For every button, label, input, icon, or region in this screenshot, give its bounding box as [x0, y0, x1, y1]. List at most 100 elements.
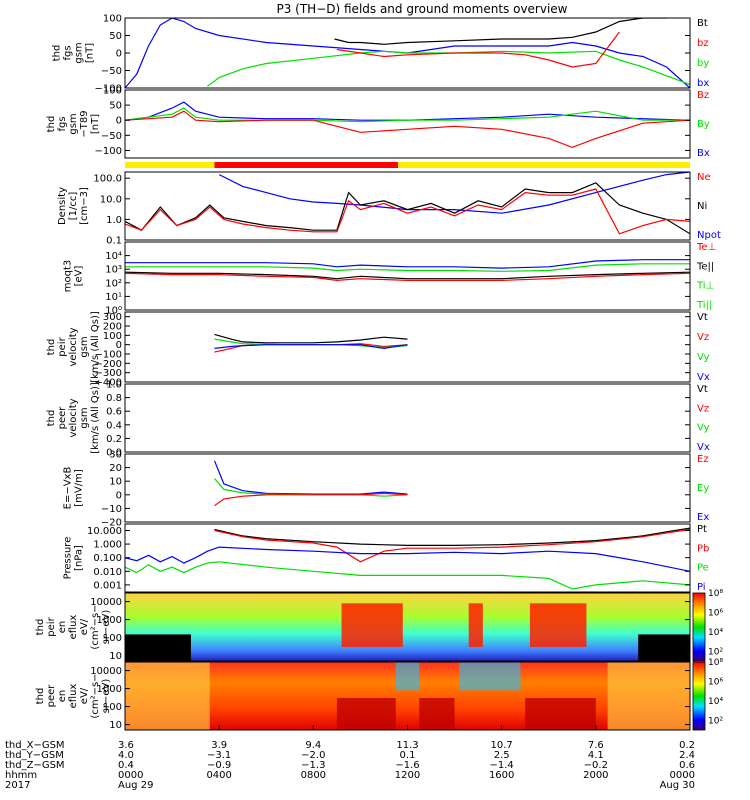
legend-entry: bz: [697, 38, 709, 49]
x-tick-label: 2.4: [679, 750, 695, 761]
panel-frame: [124, 171, 691, 241]
y-axis-label-line: thd: [46, 410, 57, 427]
y-axis-label-line: [km/s (All Qs)]: [90, 311, 101, 383]
series-line-Bx: [125, 101, 690, 121]
legend-entry: Pb: [697, 543, 709, 554]
series-line-Bz: [125, 110, 690, 149]
y-tick-label: 0.6: [106, 407, 122, 418]
legend-entry: Vy: [697, 423, 710, 434]
x-tick-label: 0.1: [400, 750, 416, 761]
colorbar-tick-label: 10⁶: [708, 677, 723, 687]
y-tick-label: 10³: [105, 265, 122, 276]
series-line-bz: [336, 31, 620, 68]
panel-fgs_dip: 100 50 0 −50 −100 thd fgs gsm −T89 [nT] Bz By Bx: [46, 86, 710, 160]
panel-fgs: 100 50 0 −50 −100 thd fgs gsm [nT] Bt bz by bx: [52, 14, 710, 95]
y-tick-label: 0: [116, 340, 122, 351]
y-tick-label: −100: [95, 146, 122, 157]
x-tick-label: −1.4: [490, 760, 514, 771]
spectrogram-cool-band-1: [607, 662, 690, 730]
y-tick-label: 50: [109, 101, 122, 112]
y-tick-label: 0.8: [106, 393, 122, 404]
y-tick-label: 10⁴: [105, 251, 122, 262]
y-axis-label: thd peir en eflux eV/(cm²−s− sr−eV): [35, 604, 112, 649]
time-axis-row-label: thd_Y−GSM: [5, 750, 64, 761]
series-line-Npot: [218, 172, 690, 214]
legend-entry: Ti||: [696, 300, 712, 311]
panel-peir_spec: 10⁸ 10⁶ 10⁴ 10² 10000 1000 100 10 thd peir en eflux…: [35, 589, 723, 662]
series-line-Ti⊥: [125, 259, 690, 269]
bar-strip-segment: [398, 162, 690, 168]
legend-entry: Npot: [697, 230, 721, 241]
legend-entry: By: [697, 119, 710, 130]
legend-entry: Ez: [697, 454, 709, 465]
colorbar-scale: [692, 592, 706, 662]
y-tick-label: 1.000: [93, 540, 122, 551]
panel-frame: [124, 592, 691, 662]
y-axis-label-line: (cm²−s−: [90, 673, 101, 718]
y-tick-label: −10: [101, 504, 122, 515]
colorbar-tick-label: 10²: [708, 647, 723, 657]
spectrogram-hot-band-0: [341, 603, 403, 647]
series-line-Te||: [125, 271, 690, 280]
colorbar-tick-label: 10²: [708, 716, 723, 726]
y-axis-label-line: velocity: [68, 398, 79, 437]
y-axis-label-line: sr−eV): [101, 679, 112, 714]
series-line-Pe: [125, 561, 690, 590]
y-tick-label: 100: [103, 331, 122, 342]
series-group: [213, 460, 408, 507]
panel-peer_spec: 10⁸ 10⁶ 10⁴ 10² 10000 1000 100 10 thd peer en eflux…: [35, 658, 723, 731]
colorbar: 10⁸ 10⁶ 10⁴ 10²: [692, 589, 723, 662]
panel-efield: 30 20 10 0 −10 −20 E=−VxB [mV/m] Ez Ey Ex: [63, 450, 710, 529]
y-axis-label-line: thd: [46, 339, 57, 356]
chart-title: P3 (TH−D) fields and ground moments over…: [276, 2, 567, 16]
x-tick-label: −1.3: [301, 760, 325, 771]
y-axis-label-line: thd: [52, 45, 63, 62]
colorbar-tick-label: 10⁶: [708, 608, 723, 618]
y-axis-label-line: [1/cc]: [68, 192, 79, 221]
y-tick-label: 30: [109, 450, 122, 461]
x-tick-label: 3.6: [118, 740, 134, 751]
series-group: [125, 172, 690, 235]
y-axis-label-line: Pressure: [63, 537, 74, 580]
bar-strip: [125, 162, 690, 168]
y-axis-label-line: (cm²−s−: [90, 604, 101, 649]
series-line-By: [125, 107, 690, 123]
colorbar: 10⁸ 10⁶ 10⁴ 10²: [692, 658, 723, 731]
legend-entry: Te⊥: [696, 242, 716, 253]
x-tick-label: 0800: [301, 770, 326, 781]
x-tick-label: −0.2: [584, 760, 608, 771]
y-tick-label: 0.1: [106, 236, 122, 247]
y-axis-label-line: Density: [57, 187, 68, 225]
panel-temperature: 10⁴ 10³ 10² 10¹ 10⁰ moqt3 [eV] Te⊥ Te|| Ti⊥ Ti||: [63, 241, 716, 317]
x-tick-label: −2.0: [301, 750, 325, 761]
colorbar-scale: [692, 661, 706, 731]
series-group: [125, 101, 690, 149]
series-line-Ni: [125, 182, 690, 235]
y-tick-label: 20: [109, 463, 122, 474]
panel-frame: [124, 241, 691, 311]
y-tick-label: 10⁰: [105, 306, 122, 317]
legend-entry: Vy: [697, 352, 710, 363]
y-tick-label: 1.0: [106, 215, 122, 226]
y-axis-label-line: moqt3: [63, 260, 74, 293]
y-axis-label-line: [eV]: [74, 266, 85, 287]
y-tick-label: 0.100: [93, 553, 122, 564]
legend-entry: bx: [697, 78, 709, 89]
series-line-Pb: [214, 528, 690, 563]
legend-entry: Ex: [697, 512, 709, 523]
x-tick-label: 4.1: [588, 750, 604, 761]
y-axis-label-line: gsm: [68, 113, 79, 134]
y-tick-label: 0.4: [106, 420, 122, 431]
series-group: [214, 333, 408, 353]
legend-entry: Vz: [697, 403, 709, 414]
colorbar-tick-label: 10⁸: [708, 589, 723, 599]
spectrogram-hot-band-2: [529, 603, 587, 647]
y-axis-label: Density [1/cc] [cm−3]: [57, 187, 90, 225]
time-axis-row-label: thd_Z−GSM: [5, 760, 65, 771]
y-tick-label: −50: [101, 66, 122, 77]
y-axis-label-line: peir: [57, 336, 68, 356]
panel-frame: [124, 89, 691, 159]
spectrogram-gap-1: [638, 634, 690, 661]
